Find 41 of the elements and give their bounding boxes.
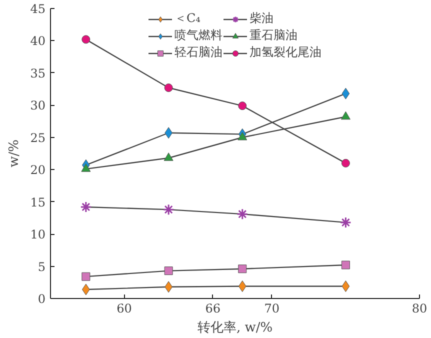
point — [341, 158, 350, 168]
point — [238, 132, 248, 140]
x-tick-label: 80 — [412, 302, 428, 316]
y-tick-label: 10 — [30, 228, 46, 242]
legend-label: 加氢裂化尾油 — [250, 44, 322, 61]
point — [82, 272, 90, 281]
point — [238, 280, 246, 292]
point — [341, 260, 350, 270]
legend-label: 轻石脑油 — [174, 44, 222, 61]
point — [238, 264, 247, 274]
point — [80, 201, 92, 213]
y-tick-label: 35 — [30, 66, 46, 80]
x-tick-label: 60 — [116, 302, 132, 316]
y-tick-label: 30 — [30, 98, 46, 113]
point — [82, 35, 90, 44]
point — [164, 266, 173, 276]
x-axis-title: 转化率, w/% — [197, 320, 273, 336]
y-tick-label: 20 — [30, 163, 46, 178]
y-tick-label: 15 — [30, 195, 46, 210]
point — [162, 204, 174, 216]
y-tick-label: 25 — [30, 130, 46, 145]
legend-label: 重石脑油 — [250, 27, 298, 44]
y-tick-label: 5 — [38, 260, 46, 274]
point — [340, 111, 350, 120]
y-tick-label: 40 — [30, 34, 46, 48]
point — [81, 164, 91, 172]
point — [340, 216, 352, 228]
x-tick-label: 66 — [205, 302, 221, 316]
y-tick-label: 0 — [38, 292, 46, 306]
point — [164, 152, 174, 161]
y-axis-title: w/% — [7, 140, 22, 168]
y-tick-label: 45 — [30, 2, 46, 16]
x-tick-label: 70 — [264, 302, 280, 316]
point — [236, 208, 248, 220]
point — [342, 280, 350, 292]
legend-label: 喷气燃料 — [174, 27, 222, 44]
point — [164, 84, 173, 92]
point — [238, 102, 247, 110]
legend-label: ＜C₄ — [174, 10, 200, 27]
legend-label: 柴油 — [250, 10, 274, 27]
point — [342, 88, 350, 100]
